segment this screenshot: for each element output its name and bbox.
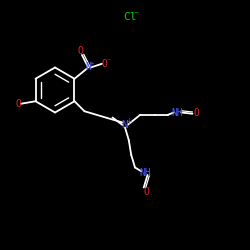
Text: NH: NH	[172, 108, 183, 118]
Text: O: O	[15, 99, 21, 109]
Text: O: O	[194, 108, 200, 118]
Text: ⁻: ⁻	[106, 57, 110, 66]
Text: +: +	[88, 62, 94, 68]
Text: ⁻: ⁻	[134, 10, 139, 20]
Text: N: N	[122, 120, 128, 130]
Text: +: +	[126, 117, 132, 126]
Text: Cl: Cl	[123, 12, 137, 22]
Text: O: O	[144, 187, 150, 197]
Text: N: N	[85, 62, 91, 72]
Text: O: O	[102, 59, 107, 69]
Text: O: O	[78, 46, 84, 56]
Text: NH: NH	[139, 168, 151, 177]
